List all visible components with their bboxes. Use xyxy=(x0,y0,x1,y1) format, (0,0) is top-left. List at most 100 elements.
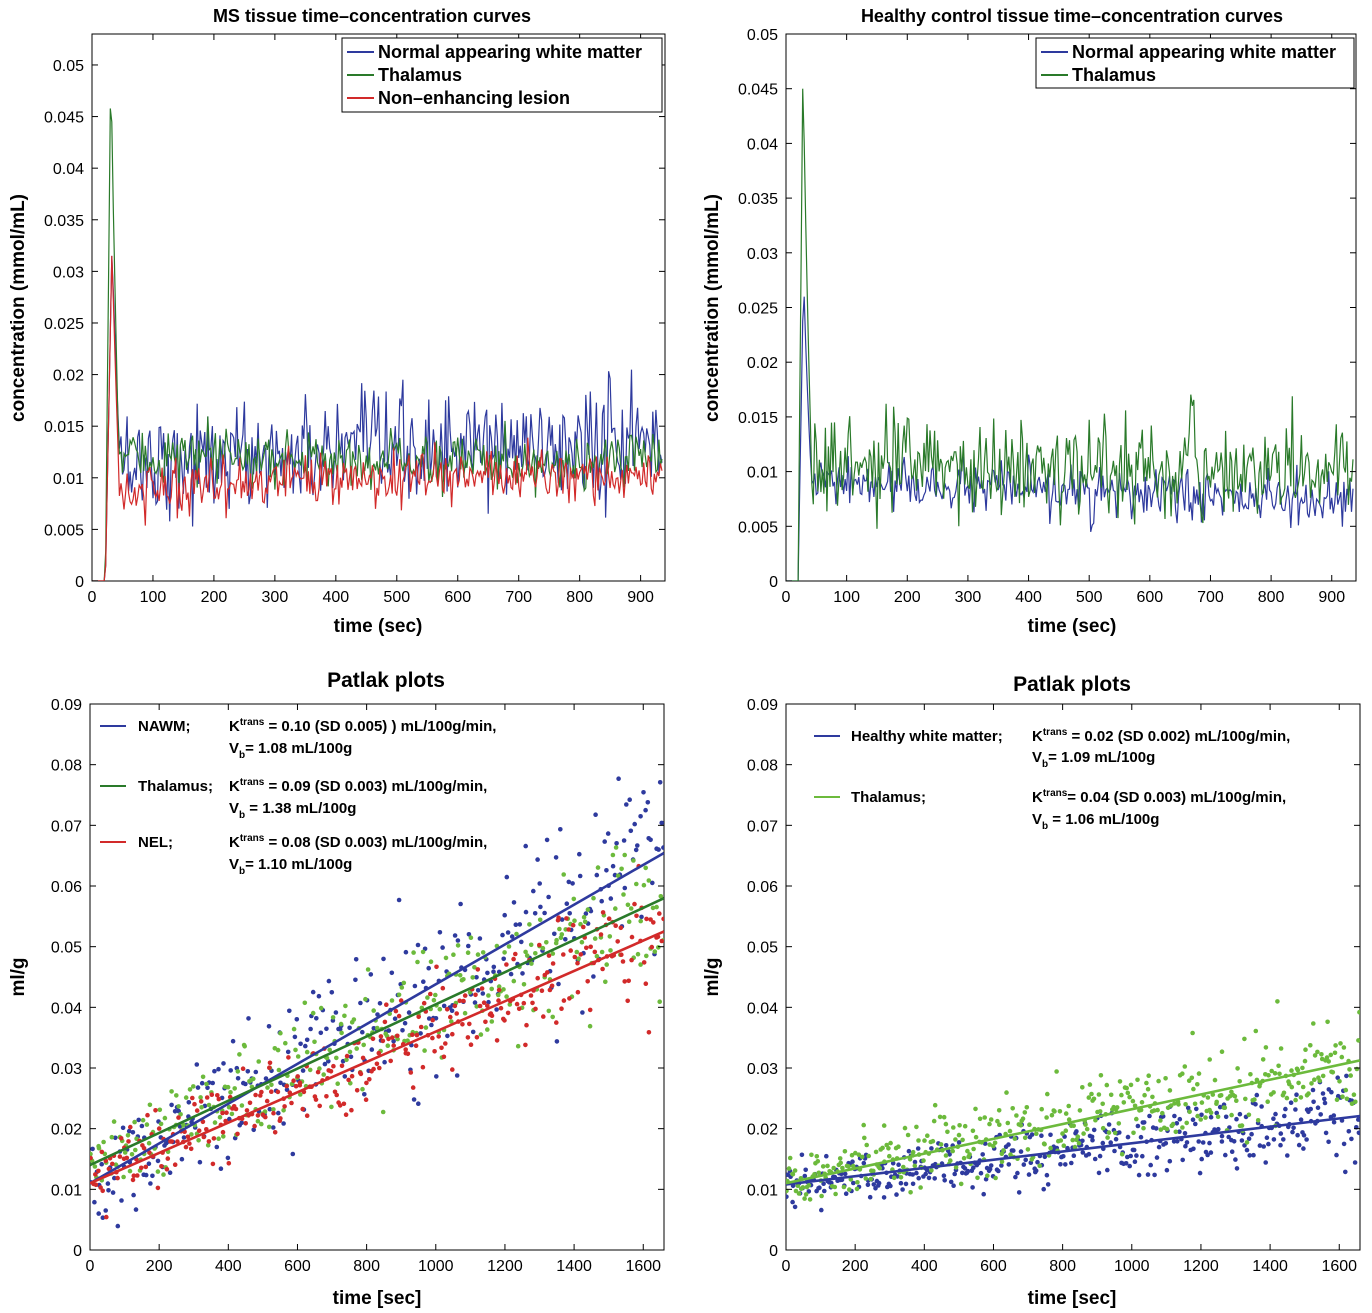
data-point xyxy=(199,1080,205,1086)
data-point xyxy=(607,934,613,939)
data-point xyxy=(1333,1043,1338,1048)
data-point xyxy=(428,991,433,997)
data-point xyxy=(1271,1116,1276,1121)
data-point xyxy=(1075,1134,1081,1139)
data-point xyxy=(564,916,569,921)
data-point xyxy=(353,977,358,983)
data-point xyxy=(544,837,550,843)
data-point xyxy=(119,1198,124,1203)
data-point xyxy=(1117,1130,1122,1135)
x-tick-label: 600 xyxy=(980,1258,1007,1275)
ticks-layer: 0 100 200 300 400 500 600 700 800 900 0 0.005 0.01 0.… xyxy=(44,34,665,606)
y-tick-label: 0.035 xyxy=(44,213,84,230)
data-point xyxy=(572,918,577,923)
data-point xyxy=(571,896,577,902)
data-point xyxy=(1328,1052,1334,1058)
data-point xyxy=(1356,1130,1360,1136)
data-point xyxy=(544,940,549,945)
data-point xyxy=(418,1031,423,1036)
data-point xyxy=(554,1020,559,1025)
data-point xyxy=(316,993,322,999)
data-point xyxy=(1215,1114,1221,1119)
data-point xyxy=(1180,1071,1185,1076)
data-point xyxy=(348,1081,353,1086)
data-point xyxy=(1090,1137,1095,1143)
data-point xyxy=(622,852,627,858)
data-point xyxy=(987,1121,992,1127)
data-point xyxy=(1012,1136,1018,1141)
data-point xyxy=(115,1175,120,1181)
data-point xyxy=(1015,1170,1020,1176)
data-point xyxy=(1061,1143,1067,1148)
data-point xyxy=(585,907,591,912)
data-point xyxy=(489,1013,495,1018)
data-point xyxy=(252,1123,257,1129)
data-point xyxy=(429,1022,434,1028)
data-point xyxy=(130,1177,136,1183)
data-point xyxy=(545,970,550,975)
data-point xyxy=(1164,1167,1170,1173)
data-point xyxy=(337,1103,343,1108)
data-point xyxy=(1331,1113,1337,1118)
x-tick-label: 200 xyxy=(201,589,228,606)
data-point xyxy=(891,1175,897,1181)
data-point xyxy=(455,938,461,943)
data-point xyxy=(1141,1125,1146,1131)
y-tick-label: 0.03 xyxy=(51,1061,82,1078)
data-point xyxy=(943,1143,949,1148)
data-point xyxy=(535,975,540,981)
data-point xyxy=(1346,1129,1352,1134)
data-point xyxy=(1125,1090,1131,1096)
data-point xyxy=(1226,1134,1231,1140)
x-tick-label: 0 xyxy=(782,1258,791,1275)
data-point xyxy=(314,1016,319,1021)
data-point xyxy=(466,932,472,937)
data-point xyxy=(792,1168,798,1173)
data-point xyxy=(638,918,643,924)
data-point xyxy=(235,1076,241,1081)
data-point xyxy=(1285,1153,1290,1158)
data-point xyxy=(1191,1146,1196,1152)
data-point xyxy=(1341,1045,1347,1050)
y-tick-label: 0.005 xyxy=(44,522,84,539)
data-point xyxy=(179,1156,185,1162)
data-point xyxy=(641,882,647,888)
data-point xyxy=(550,951,556,956)
data-point xyxy=(983,1176,989,1182)
data-point xyxy=(1184,1140,1190,1145)
data-point xyxy=(1022,1110,1028,1115)
data-point xyxy=(629,934,635,940)
data-point xyxy=(434,1074,439,1079)
data-point xyxy=(916,1175,921,1181)
data-point xyxy=(1071,1123,1076,1128)
data-point xyxy=(310,989,316,995)
data-point xyxy=(1265,1099,1270,1104)
data-point xyxy=(790,1199,795,1205)
data-point xyxy=(599,898,604,904)
data-point xyxy=(1195,1082,1200,1087)
data-point xyxy=(533,1006,538,1012)
data-point xyxy=(981,1191,986,1197)
x-tick-label: 300 xyxy=(262,589,289,606)
data-point xyxy=(267,1065,272,1070)
data-point xyxy=(328,1069,334,1074)
y-tick-label: 0.08 xyxy=(747,758,778,775)
x-tick-label: 300 xyxy=(955,589,982,606)
y-tick-label: 0.04 xyxy=(53,161,84,178)
data-point xyxy=(382,1059,387,1065)
ticks-layer: 0 100 200 300 400 500 600 700 800 900 0 0.005 0.01 0.… xyxy=(738,27,1356,606)
data-point xyxy=(1112,1130,1118,1136)
y-tick-label: 0.045 xyxy=(44,110,84,127)
data-point xyxy=(1004,1090,1009,1095)
data-point xyxy=(363,1097,369,1102)
data-point xyxy=(849,1152,855,1158)
data-point xyxy=(278,1030,283,1036)
data-point xyxy=(595,865,601,870)
data-point xyxy=(291,1026,297,1032)
data-point xyxy=(1125,1134,1131,1140)
data-point xyxy=(806,1189,812,1194)
data-point xyxy=(411,1097,417,1102)
data-point xyxy=(644,916,649,922)
y-tick-label: 0.05 xyxy=(747,940,778,957)
data-point xyxy=(1234,1098,1239,1103)
